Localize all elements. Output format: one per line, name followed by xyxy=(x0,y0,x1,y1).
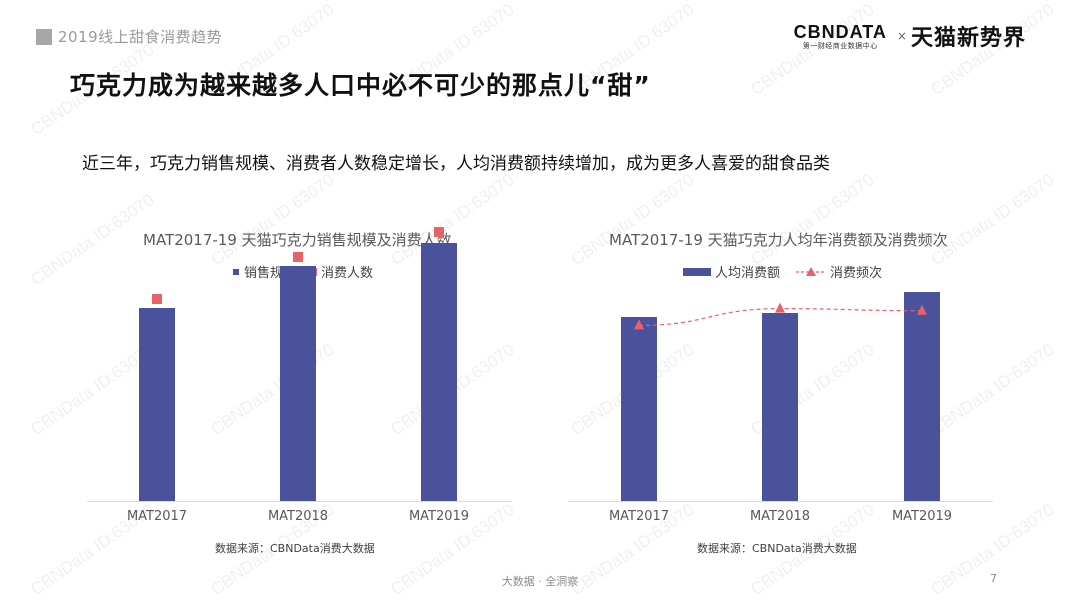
x-axis-line xyxy=(87,501,512,502)
bar-per-capita-mat2017 xyxy=(621,317,657,501)
section-title: 2019线上甜食消费趋势 xyxy=(58,28,223,46)
x-tick-label: MAT2017 xyxy=(608,509,670,524)
brand-logos: CBNDATA 第一财经商业数据中心 × 天猫新势界 xyxy=(794,20,1026,52)
legend-label: 消费人数 xyxy=(321,266,374,281)
slide-subtitle: 近三年，巧克力销售规模、消费者人数稳定增长，人均消费额持续增加，成为更多人喜爱的… xyxy=(82,154,830,174)
x-axis-line xyxy=(568,501,993,502)
legend-label: 人均消费额 xyxy=(715,266,781,281)
data-source: 数据来源：CBNData消费大数据 xyxy=(697,542,857,555)
bar-per-capita-mat2019 xyxy=(904,291,940,501)
bar-sales-mat2019 xyxy=(421,243,457,501)
x-tick-label: MAT2019 xyxy=(408,509,470,524)
legend-bar-swatch-icon xyxy=(233,268,239,275)
cbndata-logo-text: CBNDATA xyxy=(793,21,887,42)
marker-frequency-mat2018 xyxy=(775,302,785,313)
cbndata-logo-subtext: 第一财经商业数据中心 xyxy=(802,41,878,50)
legend-item-per-capita-spend: 人均消费额 xyxy=(683,262,780,281)
chart-title: MAT2017-19 天猫巧克力销售规模及消费人数 xyxy=(143,231,452,249)
cbndata-logo: CBNDATA 第一财经商业数据中心 xyxy=(794,22,887,51)
x-tick-label: MAT2019 xyxy=(891,509,953,524)
legend-label: 消费频次 xyxy=(830,266,883,281)
footer-slogan: 大数据 · 全洞察 xyxy=(501,575,579,588)
data-source: 数据来源：CBNData消费大数据 xyxy=(215,542,375,555)
x-tick-label: MAT2018 xyxy=(749,509,811,524)
chart-legend: 人均消费额 消费频次 xyxy=(683,262,894,281)
page-number: 7 xyxy=(990,572,997,585)
tmall-logo: 天猫新势界 xyxy=(910,26,1026,51)
marker-frequency-mat2017 xyxy=(634,319,644,330)
section-marker-icon xyxy=(36,28,52,45)
bar-sales-mat2018 xyxy=(280,265,316,501)
legend-dashed-triangle-icon xyxy=(796,266,827,276)
bar-sales-mat2017 xyxy=(139,307,175,501)
legend-item-frequency: 消费频次 xyxy=(796,262,882,281)
marker-frequency-mat2019 xyxy=(917,304,927,315)
x-tick-label: MAT2017 xyxy=(126,509,188,524)
times-sign: × xyxy=(896,29,907,43)
legend-bar-swatch-icon xyxy=(683,267,711,276)
bar-per-capita-mat2018 xyxy=(762,312,798,501)
marker-consumers-mat2019 xyxy=(434,227,444,238)
marker-consumers-mat2018 xyxy=(293,252,303,263)
x-tick-label: MAT2018 xyxy=(267,509,329,524)
chart-title: MAT2017-19 天猫巧克力人均年消费额及消费频次 xyxy=(609,231,948,249)
section-header: 2019线上甜食消费趋势 xyxy=(36,26,222,47)
slide-title: 巧克力成为越来越多人口中必不可少的那点儿“甜” xyxy=(70,71,651,100)
marker-consumers-mat2017 xyxy=(152,294,162,305)
